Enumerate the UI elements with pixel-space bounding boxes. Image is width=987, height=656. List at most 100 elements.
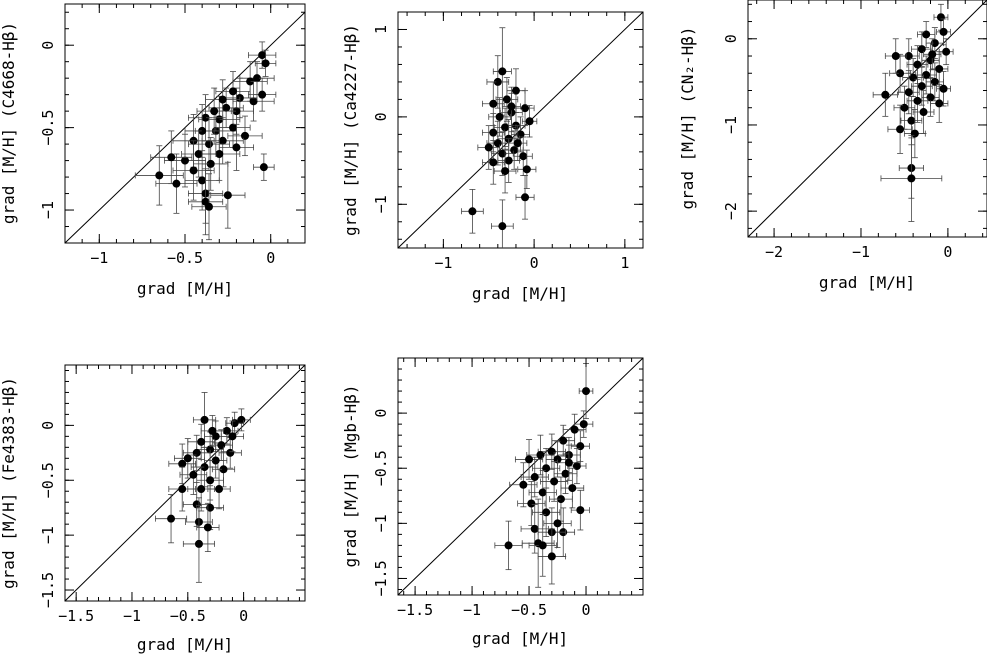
- data-point: [164, 133, 206, 188]
- x-tick-label: −1: [463, 601, 481, 619]
- point-marker: [516, 130, 525, 139]
- data-point: [509, 462, 538, 508]
- point-marker: [232, 107, 241, 116]
- point-marker: [218, 95, 227, 104]
- point-marker: [228, 432, 237, 441]
- point-marker: [232, 143, 241, 152]
- data-point: [549, 476, 573, 522]
- point-marker: [513, 139, 522, 148]
- data-point: [184, 150, 220, 211]
- data-point: [528, 470, 557, 515]
- data-point: [493, 107, 517, 148]
- data-point: [936, 71, 951, 107]
- point-marker: [258, 90, 267, 99]
- data-point: [227, 115, 263, 157]
- xlabel-cn2: grad [M/H]: [819, 273, 915, 292]
- point-marker: [917, 82, 926, 91]
- data-point: [578, 363, 594, 420]
- point-marker: [561, 469, 570, 478]
- y-tick-label: 0: [39, 41, 57, 50]
- y-tick-label: −1: [39, 526, 57, 544]
- point-marker: [198, 176, 207, 185]
- plot-frame: [397, 11, 644, 249]
- data-point: [574, 410, 594, 438]
- plot-frame: [747, 0, 987, 238]
- point-marker: [206, 445, 215, 454]
- y-tick-label: −2: [722, 202, 740, 220]
- point-marker: [223, 191, 232, 200]
- point-marker: [192, 448, 201, 457]
- point-marker: [203, 523, 212, 532]
- point-marker: [907, 174, 916, 183]
- ylabel-fe4383: grad [M/H] (Fe4383-Hβ): [0, 377, 18, 589]
- x-tick-label: −0.5: [511, 601, 547, 619]
- point-marker: [511, 86, 520, 95]
- point-marker: [547, 552, 556, 561]
- point-marker: [582, 387, 591, 396]
- point-marker: [913, 60, 922, 69]
- point-marker: [576, 442, 585, 451]
- data-point: [461, 189, 484, 234]
- y-tick-label: −0.5: [372, 450, 390, 486]
- point-marker: [504, 156, 513, 165]
- point-marker: [922, 70, 931, 79]
- data-point: [508, 125, 528, 161]
- data-point: [477, 125, 501, 170]
- data-point: [205, 79, 241, 120]
- x-tick-label: −1: [90, 249, 108, 267]
- data-point: [553, 453, 578, 494]
- ylabel-ca4227: grad [M/H] (Ca4227-Hβ): [341, 24, 360, 236]
- data-point: [938, 38, 954, 66]
- data-point: [540, 461, 569, 502]
- plot-content: [748, 0, 987, 237]
- x-tick-label: −1: [123, 607, 141, 625]
- point-marker: [200, 463, 209, 472]
- point-marker: [200, 415, 209, 424]
- point-marker: [553, 519, 562, 528]
- data-point: [196, 460, 224, 501]
- one-to-one-line: [398, 358, 643, 595]
- point-marker: [210, 107, 219, 116]
- data-point: [494, 520, 523, 571]
- point-marker: [211, 456, 220, 465]
- data-point: [557, 444, 581, 481]
- panel-cn2: grad [M/H] (CN₂-Hβ) grad [M/H] −2 −1 0 −2 −1…: [678, 0, 987, 292]
- data-point: [543, 498, 572, 548]
- point-marker: [484, 143, 493, 152]
- point-marker: [498, 67, 507, 76]
- y-tick-label: −1: [372, 195, 390, 213]
- point-marker: [530, 524, 539, 533]
- point-marker: [198, 126, 207, 135]
- point-marker: [904, 88, 913, 97]
- point-marker: [222, 103, 231, 112]
- point-marker: [568, 484, 577, 493]
- point-marker: [219, 465, 228, 474]
- point-marker: [579, 420, 588, 429]
- data-point: [917, 21, 936, 48]
- data-point: [923, 38, 942, 71]
- x-tick-label: 0: [239, 607, 248, 625]
- point-marker: [167, 153, 176, 162]
- xlabel-ca4227: grad [M/H]: [472, 284, 568, 303]
- one-to-one-line: [65, 365, 305, 601]
- xlabel-c4668: grad [M/H]: [137, 279, 233, 298]
- point-marker: [197, 485, 206, 494]
- data-point: [930, 84, 949, 123]
- data-point: [218, 123, 254, 171]
- point-marker: [521, 193, 530, 202]
- y-tick-label: −0.5: [39, 110, 57, 146]
- data-point: [884, 38, 907, 74]
- point-marker: [522, 165, 531, 174]
- point-marker: [564, 458, 573, 467]
- y-tick-label: −0.5: [39, 462, 57, 498]
- y-tick-label: −1.5: [372, 560, 390, 596]
- point-marker: [527, 499, 536, 508]
- point-marker: [939, 84, 948, 93]
- data-point: [915, 55, 937, 95]
- data-point: [191, 173, 227, 241]
- data-point: [933, 3, 949, 31]
- data-point: [492, 27, 512, 116]
- data-point: [872, 72, 898, 117]
- x-tick-label: −1.5: [58, 607, 94, 625]
